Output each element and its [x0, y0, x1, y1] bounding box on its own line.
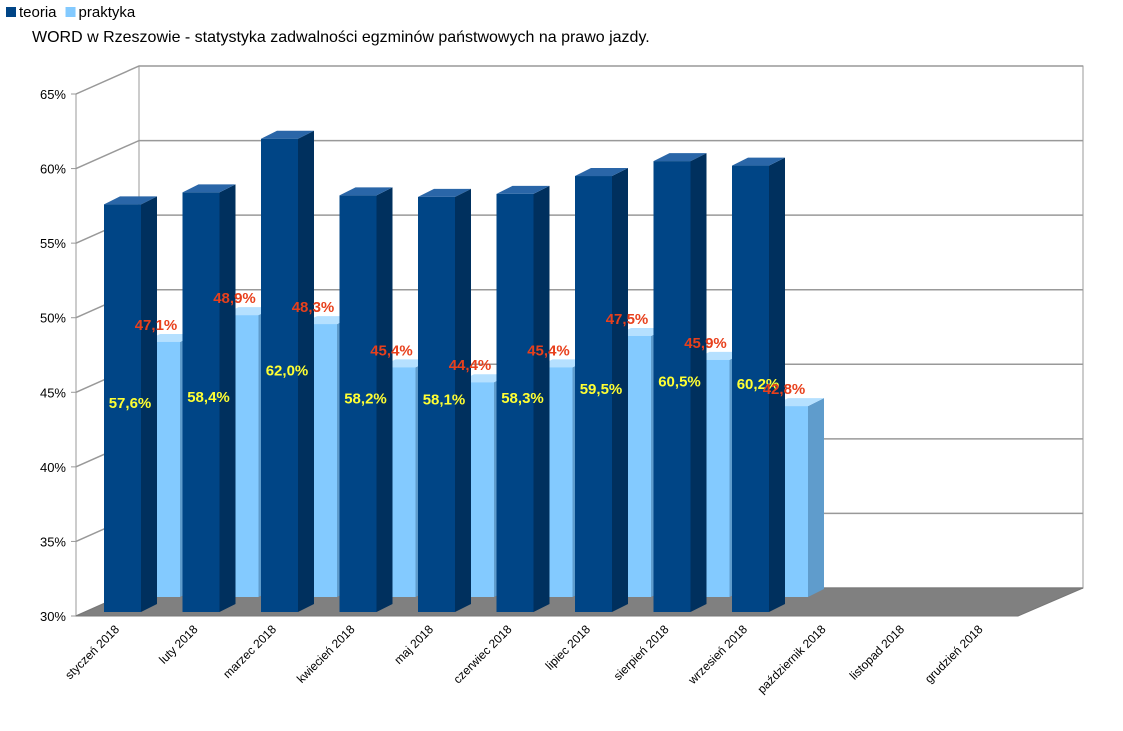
bar-top	[496, 185, 550, 194]
value-label: 62,0%	[266, 362, 309, 379]
legend-label: praktyka	[79, 4, 136, 21]
bar-side	[376, 187, 393, 612]
y-tick-label: 55%	[40, 236, 66, 251]
bar-side	[141, 196, 157, 612]
chart-title: WORD w Rzeszowie - statystyka zadwalnośc…	[32, 29, 650, 46]
bar-top	[732, 157, 785, 166]
bar-side	[690, 153, 707, 612]
bar	[575, 168, 628, 612]
x-tick-label: listopad 2018	[847, 622, 908, 683]
x-tick-label: wrzesień 2018	[685, 622, 751, 688]
bar-top	[418, 188, 471, 197]
y-tick-label: 40%	[40, 460, 66, 475]
bar	[496, 185, 550, 612]
bar	[418, 188, 471, 612]
bar-front	[104, 204, 141, 612]
value-label: 59,5%	[580, 381, 623, 398]
value-label: 60,2%	[737, 376, 780, 393]
bar-side	[219, 184, 236, 613]
bar-front	[732, 165, 769, 613]
bar-front	[575, 176, 612, 612]
bar	[182, 184, 236, 613]
value-label: 57,6%	[109, 395, 152, 412]
x-tick-label: maj 2018	[391, 622, 436, 667]
value-label: 48,9%	[213, 290, 256, 307]
x-tick-label: grudzień 2018	[922, 622, 986, 686]
value-label: 60,5%	[658, 374, 701, 391]
value-label: 45,9%	[684, 335, 727, 352]
y-tick-label: 45%	[40, 385, 66, 400]
value-label: 58,1%	[423, 391, 466, 408]
bar-side	[455, 188, 471, 612]
bar-top	[653, 153, 707, 162]
x-tick-label: październik 2018	[755, 622, 829, 696]
x-tick-label: styczeń 2018	[62, 622, 122, 682]
value-label: 42,8%	[763, 381, 806, 398]
x-tick-label: czerwiec 2018	[450, 622, 514, 686]
y-tick-label: 60%	[40, 162, 66, 177]
y-tick-label: 65%	[40, 87, 66, 102]
bar-front	[339, 195, 377, 612]
value-label: 45,4%	[370, 342, 413, 359]
bar	[339, 187, 393, 612]
bar	[732, 157, 785, 613]
bar	[653, 153, 707, 612]
bar-front	[653, 161, 691, 612]
value-label: 47,5%	[606, 311, 649, 328]
y-tick-label: 35%	[40, 534, 66, 549]
bar-top	[339, 187, 393, 196]
bar-side	[808, 398, 824, 597]
legend-swatch	[6, 7, 16, 17]
bar	[261, 130, 314, 612]
value-label: 47,1%	[135, 317, 178, 334]
bar	[104, 196, 157, 612]
bar-side	[533, 185, 550, 612]
bar-front	[182, 192, 220, 613]
x-tick-label: sierpień 2018	[611, 622, 672, 683]
bar-top	[261, 130, 314, 139]
bar-top	[575, 168, 628, 177]
bar-side	[298, 130, 314, 612]
bar-top	[182, 184, 236, 193]
grid-line	[75, 65, 1083, 95]
y-tick-label: 30%	[40, 609, 66, 624]
y-tick-label: 50%	[40, 311, 66, 326]
bar-top	[104, 196, 157, 205]
legend-label: teoria	[19, 4, 57, 21]
value-label: 58,3%	[501, 390, 544, 407]
value-label: 48,3%	[292, 299, 335, 316]
bar-side	[769, 157, 785, 613]
bar-front	[261, 138, 298, 612]
x-tick-label: lipiec 2018	[543, 622, 594, 673]
grid-line	[75, 139, 1083, 170]
bar-front	[418, 196, 455, 612]
legend-swatch	[65, 7, 76, 17]
value-label: 58,4%	[187, 389, 230, 406]
bar-side	[612, 168, 628, 612]
x-tick-label: marzec 2018	[220, 622, 279, 681]
value-label: 45,4%	[527, 342, 570, 359]
bar-front	[496, 193, 534, 612]
x-tick-label: kwiecień 2018	[294, 622, 358, 686]
value-label: 58,2%	[344, 391, 387, 408]
value-label: 44,4%	[449, 357, 492, 374]
x-tick-label: luty 2018	[156, 622, 201, 667]
